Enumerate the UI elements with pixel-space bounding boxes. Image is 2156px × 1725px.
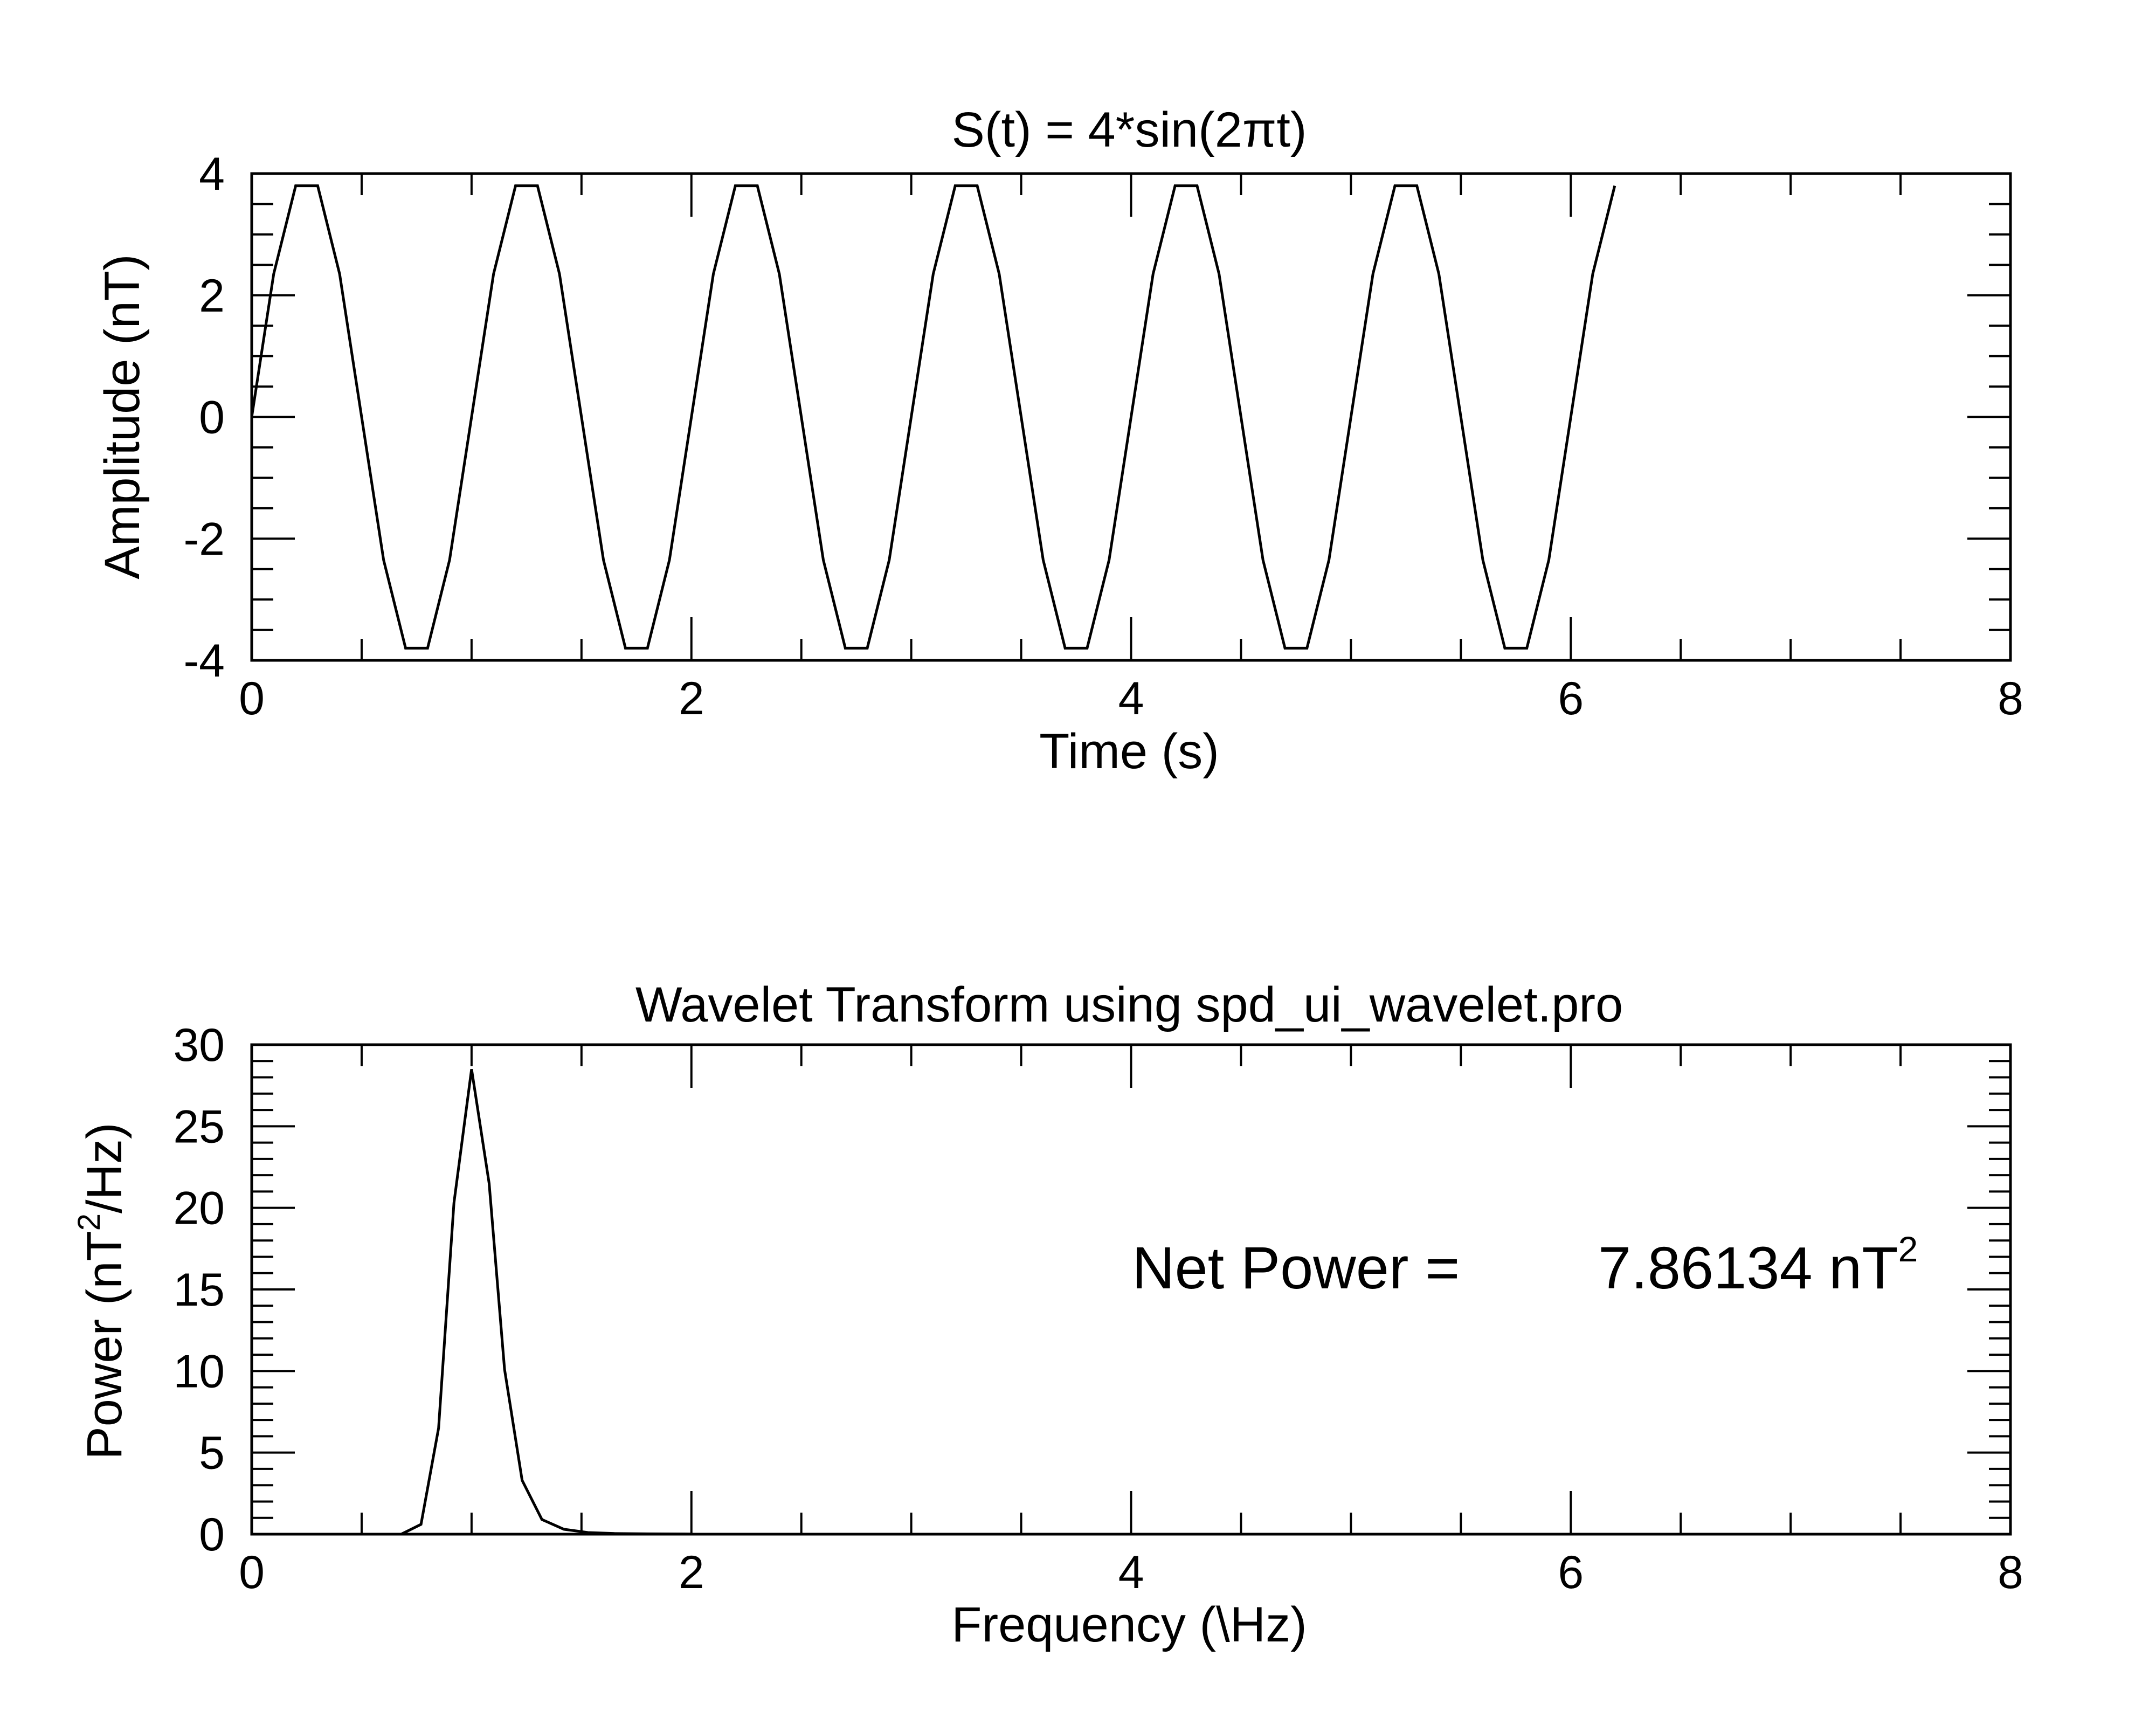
power-plot: Wavelet Transform using spd_ui_wavelet.p… <box>72 977 2023 1652</box>
signal-x-axis-label: Time (s) <box>1039 724 1219 779</box>
net-power-label: Net Power = <box>1132 1235 1460 1301</box>
power-x-axis-label: Frequency (\Hz) <box>951 1597 1307 1652</box>
power-y-tick-label: 25 <box>173 1101 225 1153</box>
power-y-tick-label: 15 <box>173 1264 225 1316</box>
signal-y-tick-label: -4 <box>184 635 225 687</box>
signal-x-tick-label: 6 <box>1558 673 1584 724</box>
signal-x-tick-label: 0 <box>239 673 265 724</box>
signal-y-tick-label: -2 <box>184 513 225 565</box>
net-power-number: 7.86134 nT <box>1598 1235 1898 1301</box>
signal-line <box>250 184 1616 650</box>
power-x-tick-label: 4 <box>1118 1547 1144 1598</box>
signal-x-tick-label: 2 <box>679 673 704 724</box>
signal-x-tick-labels: 0 2 4 6 8 <box>239 673 2023 724</box>
power-y-tick-label: 5 <box>199 1427 225 1479</box>
signal-y-tick-labels: -4 -2 0 2 4 <box>184 148 225 687</box>
power-y-tick-label: 0 <box>199 1509 225 1561</box>
power-y-tick-label: 20 <box>173 1183 225 1234</box>
power-y-axis-label-main: Power (nT <box>77 1231 132 1459</box>
signal-x-tick-label: 8 <box>1998 673 2023 724</box>
power-chart-title: Wavelet Transform using spd_ui_wavelet.p… <box>635 977 1623 1032</box>
power-y-axis-label: Power (nT2/Hz) <box>72 1122 132 1459</box>
power-x-tick-label: 8 <box>1998 1547 2023 1598</box>
signal-plot: S(t) = 4*sin(2πt) 0 2 4 6 8 -4 -2 0 2 4 Time (s)… <box>95 102 2023 779</box>
signal-x-tick-label: 4 <box>1118 673 1144 724</box>
power-x-tick-label: 0 <box>239 1547 265 1598</box>
power-y-tick-label: 30 <box>173 1019 225 1071</box>
power-y-axis-label-sup: 2 <box>72 1213 107 1231</box>
signal-axis-ticks <box>251 172 2012 661</box>
signal-y-tick-label: 2 <box>199 270 225 322</box>
power-x-tick-label: 2 <box>679 1547 704 1598</box>
power-y-tick-label: 10 <box>173 1346 225 1397</box>
power-spectrum-line <box>400 1069 692 1536</box>
power-y-tick-labels: 0 5 10 15 20 25 30 <box>173 1019 225 1561</box>
power-y-axis-label-tail: /Hz) <box>77 1122 132 1213</box>
signal-y-axis-label: Amplitude (nT) <box>95 254 150 579</box>
power-x-tick-labels: 0 2 4 6 8 <box>239 1547 2023 1598</box>
signal-y-tick-label: 0 <box>199 392 225 444</box>
signal-y-tick-label: 4 <box>199 148 225 200</box>
net-power-unit-sup: 2 <box>1898 1229 1918 1269</box>
signal-chart-title: S(t) = 4*sin(2πt) <box>951 102 1307 157</box>
net-power-value: 7.86134 nT2 <box>1598 1229 1918 1301</box>
power-x-tick-label: 6 <box>1558 1547 1584 1598</box>
power-axis-ticks <box>251 1044 2012 1535</box>
